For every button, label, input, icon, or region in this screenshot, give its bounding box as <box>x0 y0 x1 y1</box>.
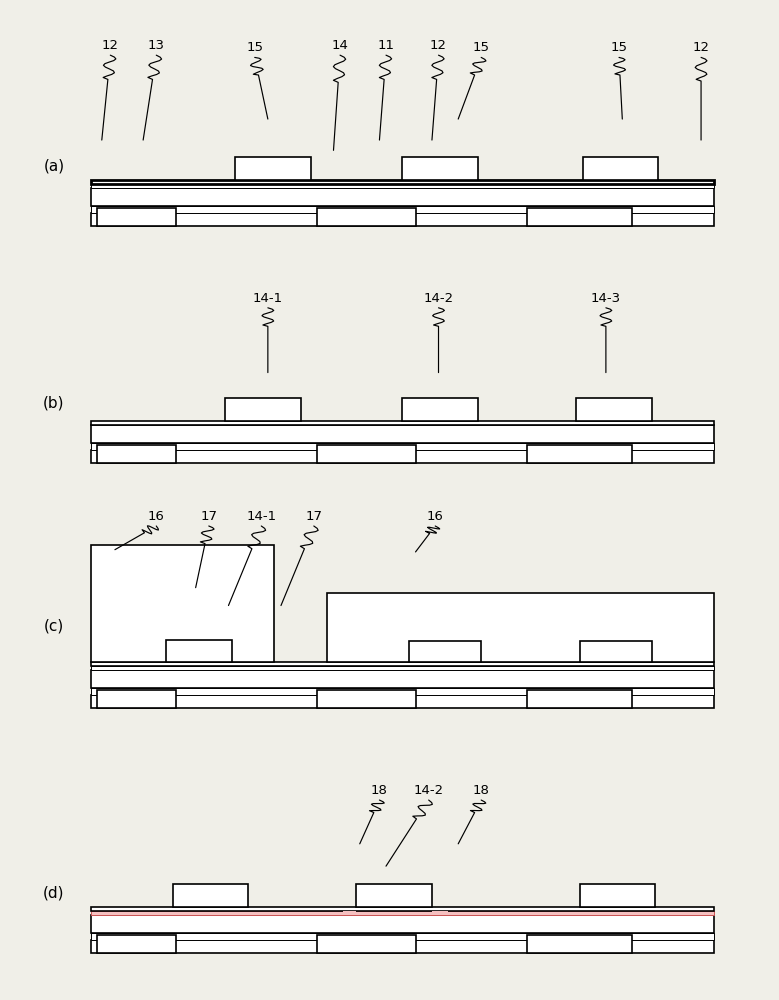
Text: 15: 15 <box>611 41 628 54</box>
Bar <box>583 157 658 180</box>
Bar <box>90 425 714 443</box>
Bar <box>90 915 714 933</box>
Bar <box>97 690 176 708</box>
Bar <box>403 157 478 180</box>
Text: (c): (c) <box>44 618 65 633</box>
Text: 14-3: 14-3 <box>590 292 621 305</box>
Bar <box>580 641 652 662</box>
Text: 13: 13 <box>148 39 165 52</box>
Bar <box>527 690 632 708</box>
Bar <box>90 421 714 425</box>
Bar <box>90 666 714 670</box>
Bar <box>580 884 655 907</box>
Bar <box>90 662 714 666</box>
Text: 14: 14 <box>332 39 348 52</box>
Bar <box>90 188 714 206</box>
Bar <box>173 884 249 907</box>
Text: 17: 17 <box>200 510 217 523</box>
Text: 18: 18 <box>371 784 388 797</box>
Bar <box>97 208 176 226</box>
Text: 18: 18 <box>473 784 490 797</box>
Bar <box>357 884 432 907</box>
Bar <box>90 206 714 213</box>
Text: 14-2: 14-2 <box>414 784 444 797</box>
Text: 12: 12 <box>430 39 447 52</box>
Text: 12: 12 <box>102 39 119 52</box>
Bar <box>166 640 232 662</box>
Bar <box>576 398 652 421</box>
Text: 11: 11 <box>378 39 394 52</box>
Bar <box>97 445 176 463</box>
Bar <box>90 911 714 915</box>
Bar <box>327 593 714 662</box>
Bar <box>90 688 714 695</box>
Text: 16: 16 <box>427 510 444 523</box>
Bar <box>90 670 714 688</box>
Bar <box>90 213 714 226</box>
Text: 12: 12 <box>693 41 710 54</box>
Bar <box>90 184 714 188</box>
Bar <box>527 445 632 463</box>
Bar <box>90 907 714 911</box>
Bar <box>527 935 632 953</box>
Bar <box>317 208 415 226</box>
Bar <box>317 445 415 463</box>
Text: (d): (d) <box>43 885 65 900</box>
Bar <box>90 443 714 450</box>
Bar <box>344 911 357 915</box>
Bar <box>90 180 714 184</box>
Bar <box>90 545 274 662</box>
Text: 14-1: 14-1 <box>253 292 283 305</box>
Text: (a): (a) <box>44 158 65 173</box>
Bar <box>432 911 449 915</box>
Bar <box>409 641 481 662</box>
Bar <box>235 157 311 180</box>
Bar <box>225 398 301 421</box>
Bar <box>317 690 415 708</box>
Text: 14-1: 14-1 <box>246 510 277 523</box>
Text: 14-2: 14-2 <box>424 292 453 305</box>
Text: 15: 15 <box>246 41 263 54</box>
Bar <box>90 940 714 953</box>
Bar <box>317 935 415 953</box>
Bar <box>97 935 176 953</box>
Bar <box>90 933 714 940</box>
Bar <box>90 450 714 463</box>
Text: 16: 16 <box>148 510 164 523</box>
Text: 17: 17 <box>305 510 323 523</box>
Text: 15: 15 <box>473 41 490 54</box>
Bar <box>403 398 478 421</box>
Text: (b): (b) <box>43 395 65 410</box>
Bar <box>90 695 714 708</box>
Bar <box>527 208 632 226</box>
